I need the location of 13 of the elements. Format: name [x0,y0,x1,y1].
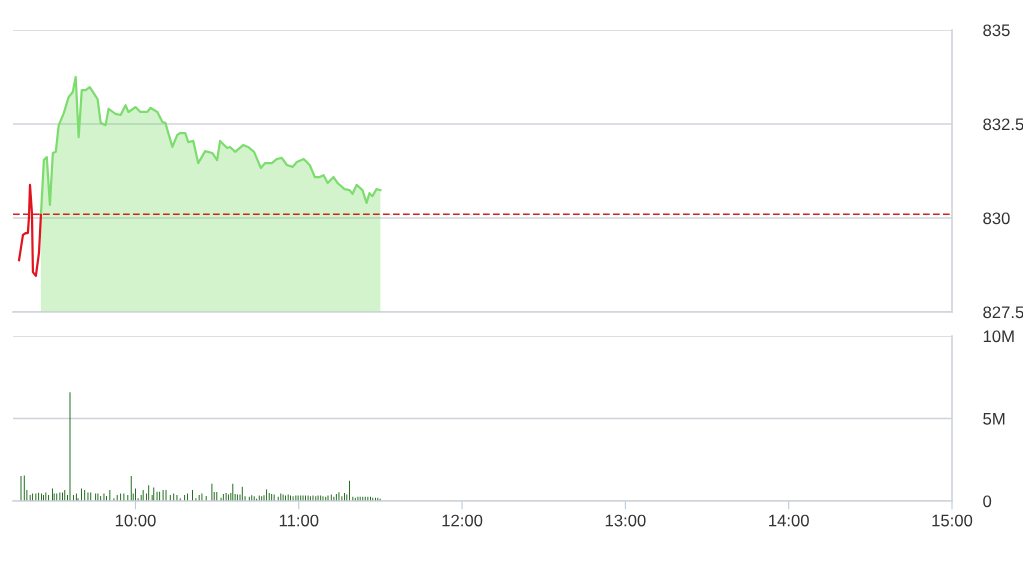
y-tick-label: 830 [983,212,1010,225]
y-tick-label: 0 [983,495,992,508]
x-tick-label: 13:00 [605,514,646,527]
y-tick-label: 832.5 [983,118,1023,131]
y-tick-label: 10M [983,330,1014,343]
x-tick-label: 11:00 [279,514,319,527]
y-tick-label: 5M [983,413,1005,425]
y-tick-label: 835 [983,24,1010,37]
y-tick-label: 827.5 [983,306,1023,319]
x-tick-label: 14:00 [769,514,809,527]
x-tick-label: 15:00 [932,514,973,527]
x-tick-label: 10:00 [115,514,156,527]
x-tick-label: 12:00 [442,514,483,527]
